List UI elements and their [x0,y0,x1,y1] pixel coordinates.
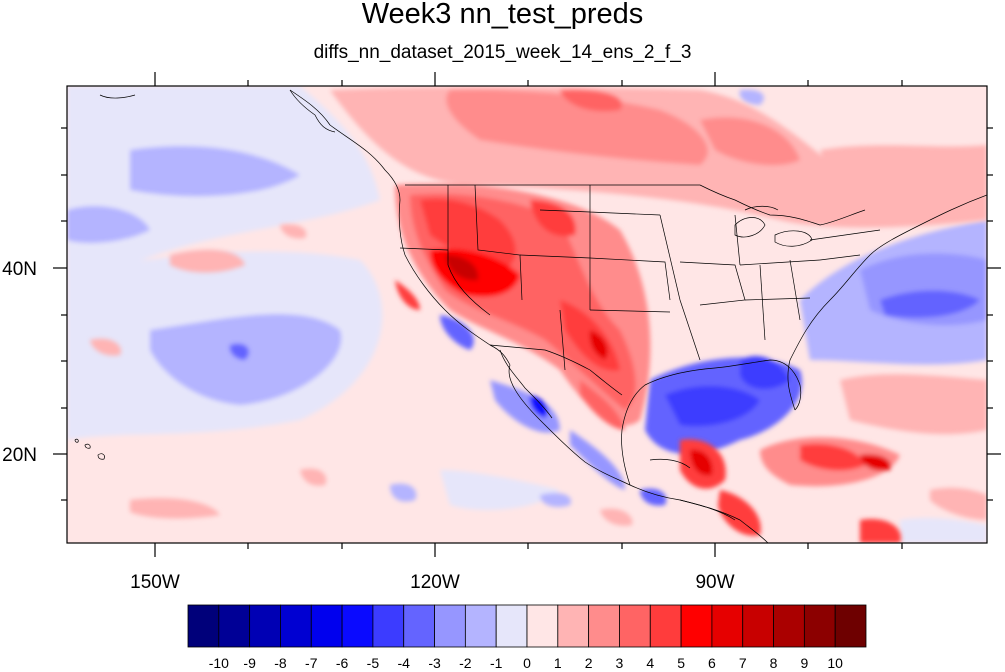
colorbar-label: 0 [523,655,531,671]
colorbar-label: -10 [209,655,229,671]
colorbar-label: -3 [428,655,441,671]
colorbar-swatch [773,604,805,648]
colorbar-label: 10 [827,655,843,671]
colorbar-swatch [557,604,590,648]
colorbar-label: -8 [274,655,287,671]
colorbar-label: 5 [677,655,685,671]
colorbar-swatch [495,604,528,648]
colorbar-swatch [249,604,281,648]
plot-subtitle: diffs_nn_dataset_2015_week_14_ens_2_f_3 [313,42,692,63]
colorbar-swatch [280,604,312,648]
colorbar-label: -6 [336,655,349,671]
colorbar-swatch [680,604,713,648]
colorbar-swatch [742,604,774,648]
colorbar-label: -9 [243,655,256,671]
colorbar-swatch [803,604,836,648]
colorbar-label: 4 [646,655,654,671]
colorbar-swatch [834,604,867,648]
colorbar-label: -1 [490,655,503,671]
x-tick-label-90w: 90W [695,572,734,593]
colorbar-label: -2 [459,655,472,671]
colorbar-swatch [310,604,343,648]
colorbar-label: 7 [739,655,747,671]
colorbar-swatch [588,604,620,648]
colorbar-swatch [341,604,374,648]
colorbar-swatch [649,604,682,648]
colorbar-label: -7 [305,655,318,671]
colorbar-label: 9 [800,655,808,671]
colorbar-swatch [218,604,251,648]
y-tick-label-20n: 20N [2,445,37,466]
colorbar-swatch [526,604,559,648]
colorbar-swatch [434,604,466,648]
map-panel [67,86,987,543]
colorbar-swatch [372,604,405,648]
colorbar-label: 2 [585,655,593,671]
x-tick-label-120w: 120W [410,572,460,593]
colorbar-swatch [187,604,220,648]
y-tick-label-40n: 40N [2,259,37,280]
colorbar-swatch [619,604,651,648]
colorbar-label: -4 [398,655,411,671]
colorbar-swatch [403,604,435,648]
negative-anomaly-regions [67,86,987,543]
colorbar-swatch [711,604,744,648]
colorbar-swatch [464,604,497,648]
colorbar-label: 3 [616,655,624,671]
axis-ticks [53,72,1001,557]
plot-title: Week3 nn_test_preds [361,0,644,30]
x-tick-label-150w: 150W [130,572,180,593]
colorbar-label: 6 [708,655,716,671]
colorbar-label: -5 [367,655,380,671]
colorbar: -10 -9 -8 -7 -6 -5 -4 -3 -2 -1 0 1 2 3 4 5 6 7 8 9 10 [187,604,867,671]
positive-anomaly-regions [90,87,987,543]
coastlines-and-borders [74,89,987,543]
colorbar-label: 1 [554,655,562,671]
colorbar-label: 8 [770,655,778,671]
